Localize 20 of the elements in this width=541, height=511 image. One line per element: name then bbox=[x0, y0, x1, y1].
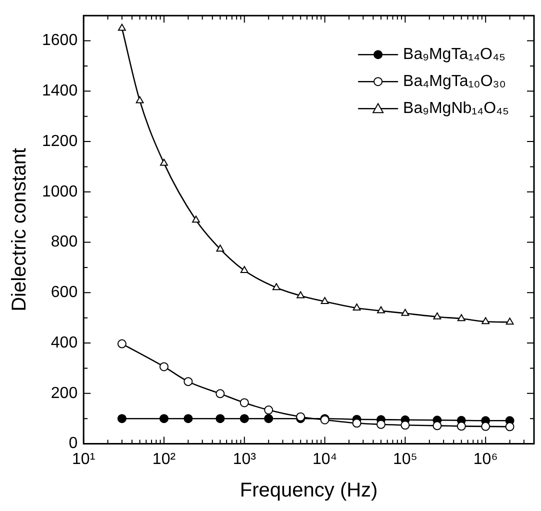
y-tick-label: 400 bbox=[50, 334, 78, 352]
x-tick-label: 10¹ bbox=[72, 450, 96, 468]
x-tick-label: 10⁴ bbox=[312, 450, 338, 468]
y-tick-label: 600 bbox=[50, 284, 78, 302]
y-tick-label: 800 bbox=[50, 234, 78, 251]
y-tick-label: 0 bbox=[68, 435, 78, 452]
x-tick-label: 10⁶ bbox=[473, 450, 498, 468]
y-tick-label: 1600 bbox=[42, 32, 78, 50]
y-tick-label: 1000 bbox=[42, 183, 78, 200]
x-tick-label: 10³ bbox=[232, 450, 257, 468]
legend-label: Ba₄MgTa₁₀O₃₀ bbox=[403, 73, 506, 90]
x-axis-title: Frequency (Hz) bbox=[240, 480, 378, 502]
x-tick-label: 10² bbox=[152, 450, 176, 468]
y-tick-label: 1400 bbox=[42, 82, 78, 100]
legend-label: Ba₉MgTa₁₄O₄₅ bbox=[403, 46, 506, 64]
y-axis-title: Dielectric constant bbox=[8, 148, 31, 312]
legend-label: Ba₉MgNb₁₄O₄₅ bbox=[403, 100, 510, 118]
y-tick-label: 1200 bbox=[42, 132, 78, 150]
y-tick-label: 200 bbox=[50, 384, 78, 402]
x-tick-label: 10⁵ bbox=[392, 450, 418, 468]
